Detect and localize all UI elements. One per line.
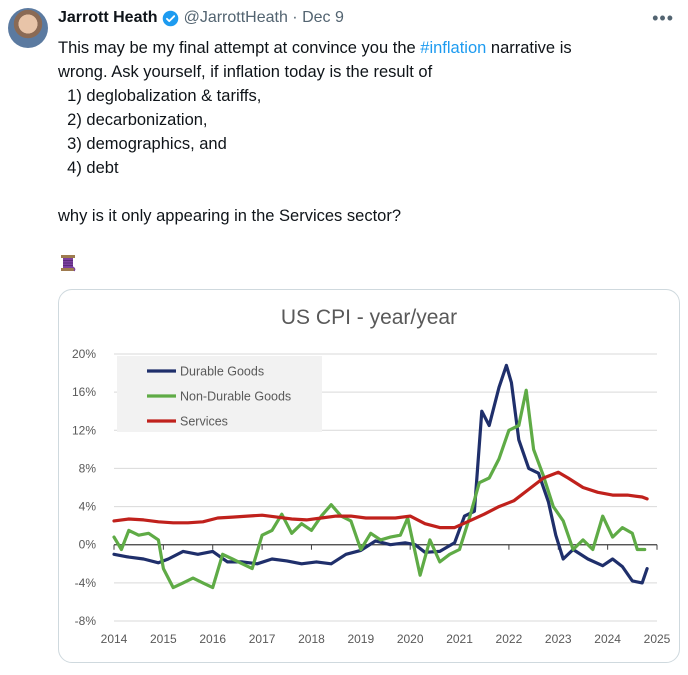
- non-durable-goods-line: [112, 388, 647, 590]
- services-line: [112, 470, 649, 530]
- more-options-icon[interactable]: •••: [652, 8, 674, 28]
- tweet-text-after-hashtag: narrative is: [486, 39, 572, 57]
- tweet-line: wrong. Ask yourself, if inflation today …: [58, 63, 433, 81]
- y-tick-label: 20%: [72, 347, 96, 361]
- x-tick-label: 2025: [644, 632, 671, 646]
- x-tick-label: 2017: [249, 632, 276, 646]
- y-tick-label: 4%: [79, 500, 97, 514]
- durable-goods-line: [112, 363, 649, 585]
- tweet-header: Jarrott Heath @JarrottHeath · Dec 9: [58, 9, 344, 27]
- x-tick-label: 2015: [150, 632, 177, 646]
- y-tick-labels: -8% -4% 0% 4% 8% 12% 16% 20%: [72, 347, 96, 628]
- chart-title: US CPI - year/year: [280, 306, 458, 329]
- y-tick-label: -4%: [75, 576, 97, 590]
- legend-box: [117, 356, 322, 432]
- tweet-text-start: This may be my final attempt at convince…: [58, 39, 421, 57]
- author-name[interactable]: Jarrott Heath: [58, 9, 158, 26]
- verified-badge-icon: [162, 10, 178, 26]
- legend-item-services: Services: [180, 415, 228, 429]
- x-tick-label: 2019: [347, 632, 374, 646]
- x-tick-label: 2016: [199, 632, 226, 646]
- tweet-line: 3) demographics, and: [58, 135, 227, 153]
- avatar[interactable]: [8, 8, 48, 48]
- y-tick-label: -8%: [75, 614, 97, 628]
- tweet-line: 2) decarbonization,: [58, 111, 208, 129]
- x-tick-label: 2023: [545, 632, 572, 646]
- y-tick-label: 16%: [72, 385, 96, 399]
- x-tick-label: 2024: [594, 632, 621, 646]
- x-tick-label: 2020: [397, 632, 424, 646]
- tweet-line: why is it only appearing in the Services…: [58, 207, 402, 225]
- y-tick-label: 8%: [79, 461, 97, 475]
- tweet-line: 1) deglobalization & tariffs,: [58, 87, 262, 105]
- x-tick-label: 2014: [101, 632, 128, 646]
- x-tick-label: 2018: [298, 632, 325, 646]
- x-tick-label: 2022: [496, 632, 523, 646]
- legend-item-durable: Durable Goods: [180, 365, 264, 379]
- thread-spool-icon: [61, 255, 76, 272]
- legend-item-non-durable: Non-Durable Goods: [180, 390, 291, 404]
- y-tick-label: 12%: [72, 423, 96, 437]
- tweet-text: This may be my final attempt at convince…: [58, 36, 668, 228]
- chart-series-lines: [112, 363, 649, 590]
- tweet-line: 4) debt: [58, 159, 119, 177]
- x-tick-labels: 2014 2015 2016 2017 2018 2019 2020 2021 2022 2023…: [101, 632, 671, 646]
- x-tick-label: 2021: [446, 632, 473, 646]
- handle-and-date[interactable]: @JarrottHeath · Dec 9: [183, 9, 344, 26]
- hashtag-link[interactable]: #inflation: [420, 39, 487, 57]
- y-tick-label: 0%: [79, 538, 97, 552]
- chart-image-card[interactable]: US CPI - year/year -8% -4% 0% 4% 8% 12% 16% 20%…: [58, 289, 680, 663]
- cpi-line-chart: -8%-4%0%4%8%12%16%20% 2014 2015 2016 2017 20…: [72, 347, 671, 646]
- chart-legend-background: [117, 356, 322, 432]
- chart-legend: Durable Goods Non-Durable Goods Services: [147, 365, 291, 429]
